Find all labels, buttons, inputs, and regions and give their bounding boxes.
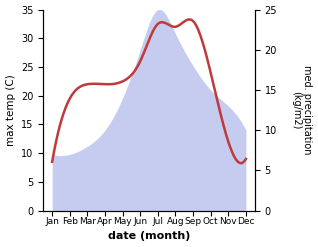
Y-axis label: med. precipitation
(kg/m2): med. precipitation (kg/m2) [291,65,313,155]
Y-axis label: max temp (C): max temp (C) [5,74,16,146]
X-axis label: date (month): date (month) [108,231,190,242]
